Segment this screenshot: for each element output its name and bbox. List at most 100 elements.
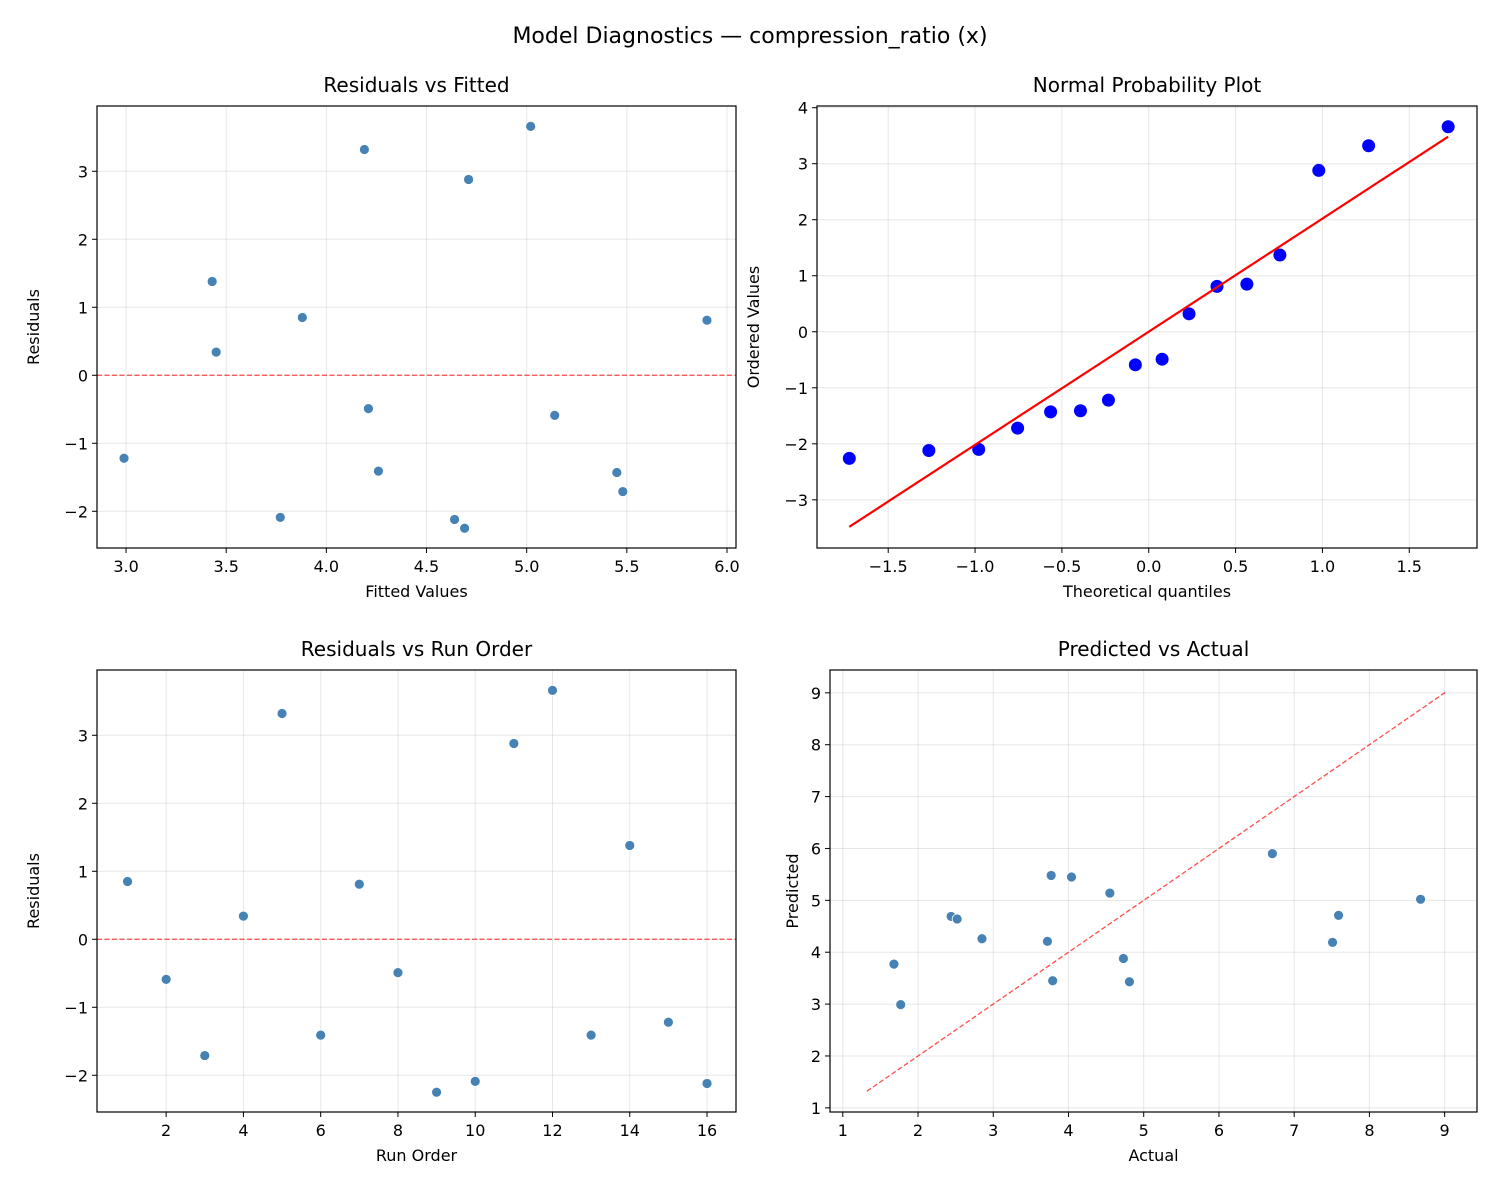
data-point xyxy=(1155,352,1169,366)
y-axis-label: Predicted xyxy=(783,853,802,928)
y-tick-label: 1 xyxy=(811,1099,821,1118)
y-tick-label: 0 xyxy=(78,366,88,385)
data-point xyxy=(624,840,636,851)
y-axis-label: Residuals xyxy=(24,853,43,929)
x-tick-label: 16 xyxy=(697,1121,717,1140)
x-tick-label: 1 xyxy=(838,1121,848,1140)
data-point xyxy=(1333,909,1344,921)
data-point xyxy=(972,442,986,456)
axes-frame xyxy=(829,669,1478,1113)
y-tick-label: 4 xyxy=(811,943,821,962)
y-tick-label: 3 xyxy=(811,995,821,1014)
data-point xyxy=(296,312,308,323)
data-point xyxy=(274,512,286,523)
y-tick-label: 6 xyxy=(811,839,821,858)
data-point xyxy=(353,878,365,890)
x-tick-label: 8 xyxy=(393,1121,403,1140)
x-tick-label: 4 xyxy=(238,1121,248,1140)
data-point xyxy=(1240,277,1254,291)
figure-title: Model Diagnostics — compression_ratio (x… xyxy=(512,24,987,49)
x-axis-label: Run Order xyxy=(376,1146,458,1165)
x-tick-label: 2 xyxy=(913,1121,923,1140)
x-tick-label: 3.0 xyxy=(113,557,138,576)
x-tick-label: 0.0 xyxy=(1136,557,1161,576)
x-tick-label: 1.0 xyxy=(1310,557,1335,576)
axes-frame xyxy=(96,669,737,1113)
x-tick-label: 6 xyxy=(1214,1121,1224,1140)
subplot-title: Normal Probability Plot xyxy=(1033,73,1262,97)
data-point xyxy=(210,346,222,358)
x-tick-label: 5.5 xyxy=(614,557,639,576)
data-point xyxy=(206,276,218,287)
y-tick-label: 2 xyxy=(78,230,88,249)
identity-reference-line xyxy=(866,691,1446,1092)
data-point xyxy=(1266,848,1278,860)
y-tick-label: 3 xyxy=(78,162,88,181)
x-tick-label: 0.5 xyxy=(1223,557,1248,576)
data-point xyxy=(160,974,172,985)
x-tick-label: 7 xyxy=(1289,1121,1299,1140)
x-axis-label: Theoretical quantiles xyxy=(1062,582,1231,601)
data-point xyxy=(118,452,130,464)
x-tick-label: 2 xyxy=(161,1121,171,1140)
x-tick-label: 14 xyxy=(620,1121,640,1140)
data-point xyxy=(701,1078,713,1089)
data-point xyxy=(315,1029,327,1041)
data-point xyxy=(463,174,474,185)
data-point xyxy=(276,708,288,719)
y-axis-label: Residuals xyxy=(24,289,43,365)
data-point xyxy=(1044,405,1058,419)
data-point xyxy=(122,876,133,887)
data-point xyxy=(459,522,470,534)
data-point xyxy=(976,933,988,945)
data-point xyxy=(1362,139,1376,153)
data-point xyxy=(1312,163,1326,177)
data-point xyxy=(549,409,561,421)
x-axis-label: Fitted Values xyxy=(365,582,467,601)
x-tick-label: −0.5 xyxy=(1042,557,1081,576)
y-tick-label: 5 xyxy=(811,891,821,910)
data-point xyxy=(951,913,963,925)
data-point xyxy=(238,910,249,922)
x-tick-label: 4.0 xyxy=(314,557,339,576)
axes-frame xyxy=(96,105,737,549)
data-point xyxy=(1073,404,1087,418)
data-point xyxy=(611,467,623,478)
fit-line xyxy=(848,135,1449,528)
x-tick-label: 12 xyxy=(542,1121,562,1140)
x-tick-label: 8 xyxy=(1364,1121,1374,1140)
data-point xyxy=(199,1050,211,1061)
x-tick-label: 1.5 xyxy=(1397,557,1422,576)
y-tick-label: 1 xyxy=(798,267,808,286)
y-tick-label: 1 xyxy=(78,298,88,317)
data-point xyxy=(363,403,374,415)
data-point xyxy=(449,514,460,525)
data-point xyxy=(1124,976,1135,988)
x-tick-label: 4.5 xyxy=(414,557,439,576)
x-tick-label: 9 xyxy=(1440,1121,1450,1140)
data-point xyxy=(842,451,856,465)
y-tick-label: −1 xyxy=(784,379,808,398)
data-point xyxy=(617,486,629,497)
x-tick-label: 5.0 xyxy=(514,557,539,576)
x-tick-label: −1.5 xyxy=(869,557,908,576)
x-tick-label: 5 xyxy=(1139,1121,1149,1140)
data-point xyxy=(701,314,713,326)
y-tick-label: −2 xyxy=(64,1066,88,1085)
y-tick-label: −1 xyxy=(64,998,88,1017)
y-axis-label: Ordered Values xyxy=(744,266,763,388)
y-tick-label: 0 xyxy=(78,930,88,949)
data-point xyxy=(1066,871,1077,883)
data-point xyxy=(1415,893,1426,905)
y-tick-label: 7 xyxy=(811,788,821,807)
data-point xyxy=(895,999,907,1011)
x-tick-label: 3.5 xyxy=(213,557,238,576)
data-point xyxy=(1042,935,1053,947)
x-axis-label: Actual xyxy=(1128,1146,1178,1165)
data-point xyxy=(1045,870,1057,881)
data-point xyxy=(1011,421,1025,435)
data-point xyxy=(662,1016,674,1028)
data-point xyxy=(1128,358,1142,372)
data-point xyxy=(547,685,558,696)
